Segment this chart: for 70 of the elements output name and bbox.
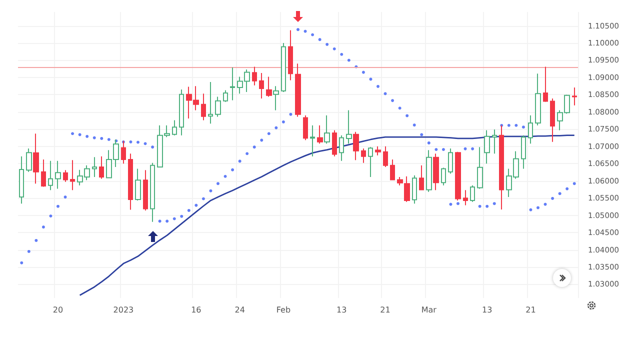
candlestick <box>281 42 286 92</box>
candlestick <box>521 134 526 170</box>
x-tick-label: 20 <box>52 306 64 314</box>
candlestick <box>375 146 381 156</box>
candlestick <box>252 66 257 86</box>
x-tick-label: 13 <box>336 306 347 314</box>
candlestick <box>215 96 221 118</box>
candlestick <box>310 124 315 157</box>
candlestick <box>92 156 97 178</box>
x-tick-label: 2023 <box>113 306 134 314</box>
candlestick <box>470 184 475 202</box>
candlestick <box>433 153 439 191</box>
candlestick <box>55 160 61 190</box>
candlestick <box>412 174 417 204</box>
candlestick <box>535 73 541 126</box>
candlestick <box>368 146 373 178</box>
candlestick <box>448 148 453 174</box>
candlestick <box>426 150 432 192</box>
candlestick <box>48 160 53 191</box>
candlestick <box>455 151 461 201</box>
candlestick <box>324 114 330 144</box>
candlestick <box>201 93 206 121</box>
candlestick <box>572 86 577 106</box>
candlestick <box>303 114 308 141</box>
x-tick-label: 21 <box>526 306 536 314</box>
candlestick <box>463 190 468 206</box>
candlestick <box>150 162 155 222</box>
candlestick <box>41 158 46 188</box>
candlestick <box>208 81 213 124</box>
candlestick <box>361 148 366 164</box>
candlestick <box>259 72 264 99</box>
candlestick <box>63 170 68 182</box>
candlestick <box>295 63 301 118</box>
x-tick-label: 21 <box>380 306 390 314</box>
candlestick <box>492 129 497 154</box>
x-tick-label: Feb <box>276 306 291 314</box>
candlestick <box>99 156 104 180</box>
candlestick <box>135 168 141 201</box>
candlestick <box>128 153 133 210</box>
candlestick <box>33 133 39 184</box>
candlestick <box>179 89 184 136</box>
x-tick-label: 13 <box>482 306 492 314</box>
x-tick-label: 24 <box>234 306 245 314</box>
candlestick <box>26 148 32 172</box>
candlestick <box>528 114 533 144</box>
candlestick <box>317 124 323 144</box>
candlestick <box>332 130 337 157</box>
candlestick <box>477 146 483 190</box>
candlestick <box>346 110 352 144</box>
line-series <box>79 134 576 296</box>
candlestick <box>143 170 148 211</box>
candlestick <box>419 164 424 191</box>
candlestick <box>223 90 228 102</box>
candlestick <box>353 131 359 161</box>
candlestick <box>441 167 446 186</box>
candlestick <box>230 66 235 101</box>
candlestick <box>390 158 395 181</box>
candlestick <box>484 130 490 164</box>
candlestick <box>383 146 388 168</box>
candlestick <box>172 120 177 136</box>
x-tick-label: Mar <box>421 306 438 314</box>
candlestick <box>550 98 555 142</box>
candlestick <box>273 86 279 111</box>
candlestick <box>266 76 272 98</box>
x-tick-label: 16 <box>191 306 202 314</box>
candlestick <box>19 156 24 204</box>
candlestick <box>288 30 293 81</box>
candlestick <box>70 160 75 191</box>
candlestick <box>543 66 548 102</box>
candlestick <box>339 134 344 162</box>
